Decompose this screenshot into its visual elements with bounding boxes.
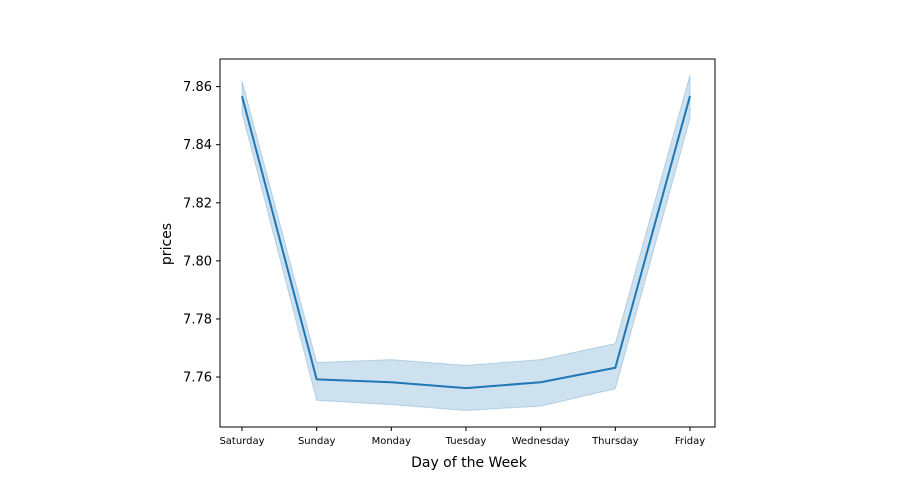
x-tick-label: Saturday xyxy=(219,436,264,447)
y-tick-label: 7.82 xyxy=(183,196,212,211)
data-point-monday xyxy=(390,381,392,383)
x-tick-label: Wednesday xyxy=(512,436,570,447)
x-axis-label: Day of the Week xyxy=(411,455,528,471)
y-tick-label: 7.84 xyxy=(183,138,212,153)
data-point-friday xyxy=(689,95,691,97)
y-tick-label: 7.78 xyxy=(183,312,212,327)
plot-frame xyxy=(219,58,716,428)
data-point-thursday xyxy=(614,367,616,369)
confidence-band-0 xyxy=(241,74,691,411)
x-tick-label: Sunday xyxy=(298,436,335,447)
x-tick-label: Tuesday xyxy=(445,436,487,447)
y-tick-label: 7.80 xyxy=(183,254,212,269)
series-line-0 xyxy=(241,95,691,390)
plot-content xyxy=(241,74,691,411)
x-axis: Saturday Sunday Monday Tuesday Wednesday Thur… xyxy=(219,427,705,447)
data-point-wednesday xyxy=(540,381,542,383)
x-tick-label: Friday xyxy=(675,436,705,447)
y-tick-label: 7.76 xyxy=(183,371,212,386)
data-point-saturday xyxy=(241,95,243,97)
x-tick-label: Thursday xyxy=(591,436,639,447)
y-axis-label: prices xyxy=(159,223,175,265)
y-axis: 7.76 7.78 7.80 7.82 7.84 7.86 xyxy=(183,80,220,386)
data-point-sunday xyxy=(316,378,318,380)
y-tick-label: 7.86 xyxy=(183,80,212,95)
x-tick-label: Monday xyxy=(372,436,412,447)
data-point-tuesday xyxy=(465,387,467,389)
